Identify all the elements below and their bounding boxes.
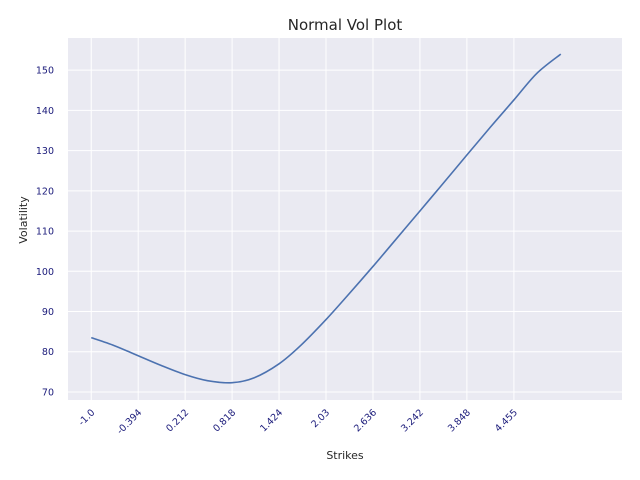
- y-axis-ticks: 70 80 90 100 110 120 130 140 150: [36, 66, 54, 399]
- y-tick-label: 100: [36, 267, 54, 278]
- y-axis-label: Volatility: [17, 196, 30, 244]
- y-tick-label: 110: [36, 227, 54, 238]
- x-tick-label: 1.424: [258, 407, 285, 434]
- y-tick-label: 80: [42, 347, 54, 358]
- grid: [68, 38, 622, 400]
- x-tick-label: 4.455: [493, 407, 520, 434]
- x-tick-label: 3.242: [399, 407, 426, 434]
- x-tick-label: 0.212: [164, 407, 191, 434]
- chart-title: Normal Vol Plot: [288, 16, 403, 34]
- plot-background: [68, 38, 622, 400]
- x-tick-label: 2.03: [309, 407, 332, 430]
- y-tick-label: 90: [42, 307, 54, 318]
- y-tick-label: 140: [36, 106, 54, 117]
- y-tick-label: 120: [36, 186, 54, 197]
- x-tick-label: 2.636: [352, 407, 379, 434]
- x-tick-label: -1.0: [76, 407, 97, 428]
- volatility-line: [90, 53, 562, 384]
- y-tick-label: 150: [36, 66, 54, 77]
- y-tick-label: 130: [36, 146, 54, 157]
- x-axis-label: Strikes: [326, 449, 364, 462]
- x-tick-label: -0.394: [115, 407, 144, 436]
- x-axis-ticks: -1.0 -0.394 0.212 0.818 1.424 2.03 2.636 3.242 3…: [76, 407, 520, 436]
- x-tick-label: 0.818: [211, 407, 238, 434]
- y-tick-label: 70: [42, 387, 54, 398]
- x-tick-label: 3.848: [446, 407, 473, 434]
